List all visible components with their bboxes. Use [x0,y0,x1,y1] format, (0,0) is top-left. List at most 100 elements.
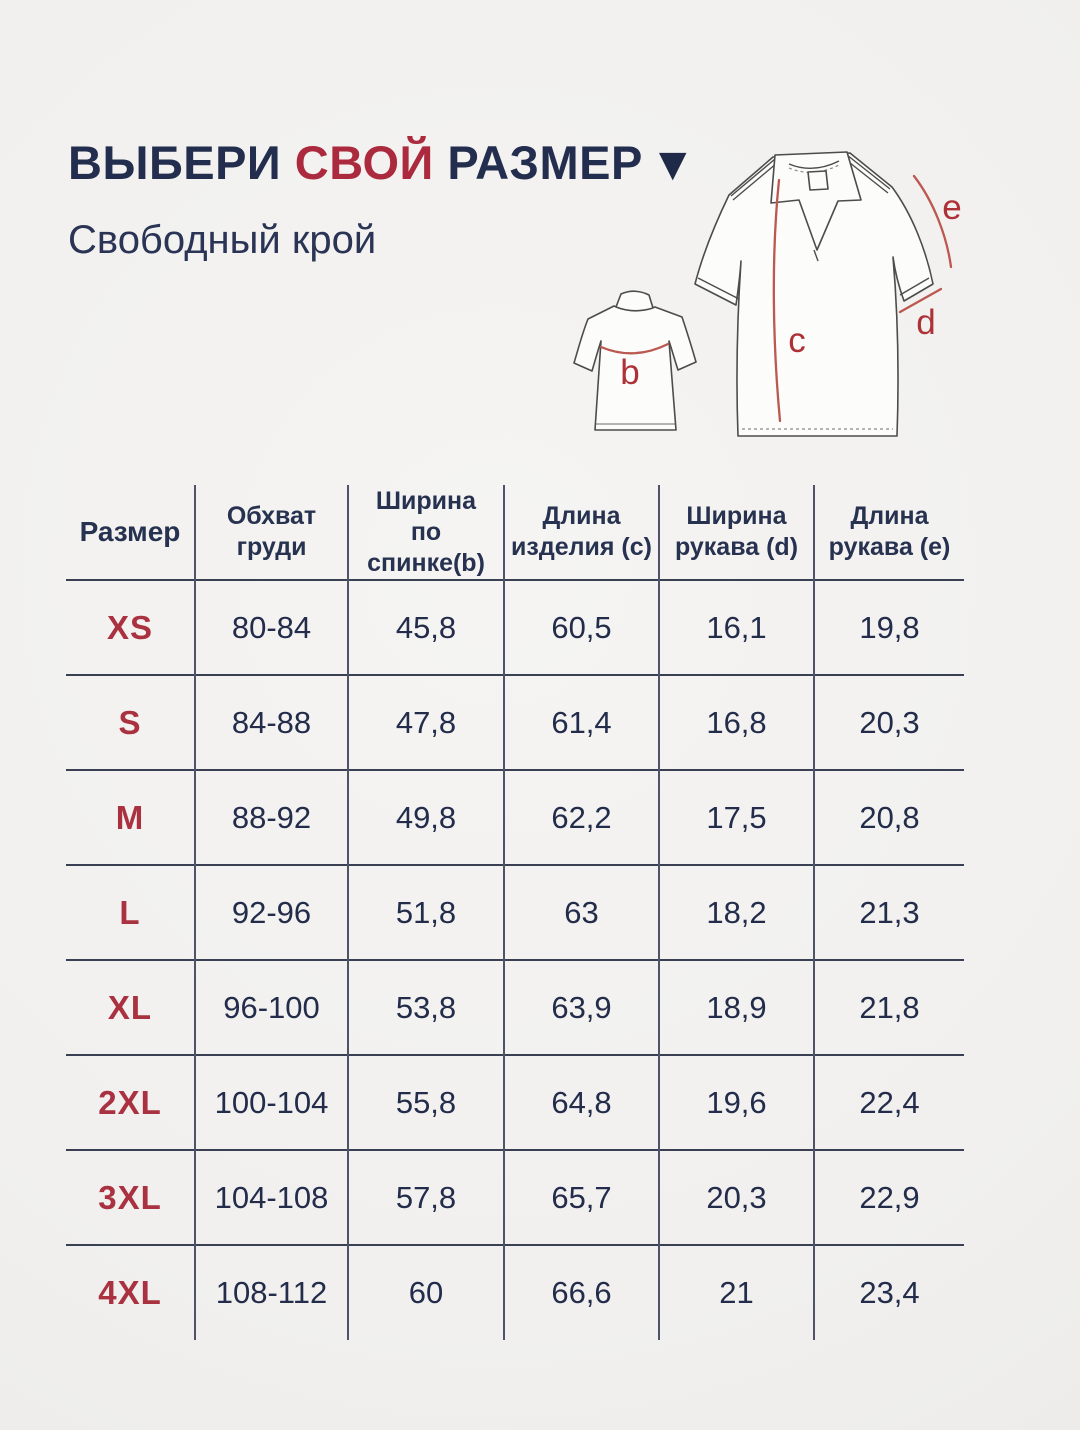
column-header-label: Ширина [686,502,787,530]
table-cell: 57,8 [347,1149,504,1245]
table-cell: 64,8 [503,1054,659,1150]
table-row: S 84-88 47,8 61,4 16,8 20,3 [66,674,964,770]
table-row: L 92-96 51,8 63 18,2 21,3 [66,864,964,960]
table-cell: 18,2 [658,864,814,960]
table-cell: 63,9 [503,959,659,1055]
column-header-label: по спинке(b) [367,517,485,577]
table-cell: 20,8 [813,769,964,865]
table-cell: 96-100 [194,959,348,1055]
title-part-1: ВЫБЕРИ [68,136,295,189]
table-cell: 22,9 [813,1149,964,1245]
table-cell: 108-112 [194,1244,348,1340]
column-header-length: Длина изделия (c) [503,485,659,580]
table-row: 2XL 100-104 55,8 64,8 19,6 22,4 [66,1054,964,1150]
table-cell: 17,5 [658,769,814,865]
column-header-sleeve-length: Длина рукава (e) [813,485,964,580]
table-cell: 88-92 [194,769,348,865]
table-cell: 63 [503,864,659,960]
shirt-front-body [694,152,934,437]
table-cell: 61,4 [503,674,659,770]
size-cell: 3XL [66,1149,195,1245]
column-header-label: груди [236,533,307,561]
column-header-chest: Обхват груди [194,485,348,580]
table-cell: 100-104 [194,1054,348,1150]
size-cell: S [66,674,195,770]
neck-placket [807,170,829,191]
table-row: XS 80-84 45,8 60,5 16,1 19,8 [66,579,964,675]
page-title: ВЫБЕРИ СВОЙ РАЗМЕР ▼ [68,136,687,195]
column-header-sleeve-width: Ширина рукава (d) [658,485,814,580]
table-cell: 18,9 [658,959,814,1055]
table-cell: 21 [658,1244,814,1340]
table-cell: 53,8 [347,959,504,1055]
fit-subtitle: Свободный крой [68,218,377,262]
table-row: 3XL 104-108 57,8 65,7 20,3 22,9 [66,1149,964,1245]
table-row: M 88-92 49,8 62,2 17,5 20,8 [66,769,964,865]
table-cell: 19,6 [658,1054,814,1150]
table-cell: 60,5 [503,579,659,675]
table-cell: 19,8 [813,579,964,675]
measure-label-e: e [942,188,961,227]
table-cell: 62,2 [503,769,659,865]
table-cell: 55,8 [347,1054,504,1150]
table-cell: 23,4 [813,1244,964,1340]
table-cell: 49,8 [347,769,504,865]
garment-measurement-diagram: b c d e [573,151,962,437]
size-cell: 4XL [66,1244,195,1340]
left-shoulder-seam [730,158,778,201]
size-cell: XL [66,959,195,1055]
table-cell: 21,3 [813,864,964,960]
measure-line-c [772,178,782,423]
shirt-back-body [573,305,697,431]
size-table-body: XS 80-84 45,8 60,5 16,1 19,8 S 84-88 47,… [66,579,964,1340]
table-row: 4XL 108-112 60 66,6 21 23,4 [66,1244,964,1340]
column-header-label: Обхват [226,502,317,530]
dropdown-triangle-icon: ▼ [658,144,688,185]
back-neck-band [788,160,840,169]
table-cell: 66,6 [503,1244,659,1340]
column-header-label: изделия (c) [511,533,652,561]
table-cell: 104-108 [194,1149,348,1245]
shirt-back-collar [615,290,654,312]
measure-line-e [912,174,953,269]
header-block: ВЫБЕРИ СВОЙ РАЗМЕР ▼ Свободный крой [68,136,687,263]
measure-label-b: b [620,353,639,392]
table-cell: 16,1 [658,579,814,675]
column-header-label: Длина [542,502,621,530]
table-cell: 20,3 [813,674,964,770]
column-header-size: Размер [66,485,195,580]
collar-notch [813,249,819,262]
size-cell: XS [66,579,195,675]
shirt-back-view: b [573,290,697,431]
right-shoulder-seam [844,154,891,194]
size-cell: L [66,864,195,960]
table-cell: 65,7 [503,1149,659,1245]
title-accent: СВОЙ [294,136,434,189]
table-cell: 60 [347,1244,504,1340]
column-header-back-width: Ширина по спинке(b) [347,485,504,580]
column-header-label: рукава (e) [828,533,951,561]
size-cell: 2XL [66,1054,195,1150]
column-header-label: Размер [79,516,181,547]
column-header-label: рукава (d) [674,533,799,561]
left-cuff-band [697,277,740,300]
measure-line-d [898,287,943,314]
table-cell: 92-96 [194,864,348,960]
table-cell: 16,8 [658,674,814,770]
table-cell: 51,8 [347,864,504,960]
table-cell: 45,8 [347,579,504,675]
table-cell: 20,3 [658,1149,814,1245]
shirt-front-view: c d e [694,151,962,437]
column-header-label: Ширина [375,486,477,515]
size-table-header: Размер Обхват груди Ширина по спинке(b) … [66,485,964,580]
measure-label-c: c [788,321,806,360]
polo-collar [770,151,862,251]
table-cell: 22,4 [813,1054,964,1150]
table-cell: 84-88 [194,674,348,770]
measure-line-b [599,342,670,355]
size-cell: M [66,769,195,865]
title-part-3: РАЗМЕР [433,136,643,189]
right-cuff-band [899,277,930,296]
size-table: Размер Обхват груди Ширина по спинке(b) … [66,485,964,1340]
